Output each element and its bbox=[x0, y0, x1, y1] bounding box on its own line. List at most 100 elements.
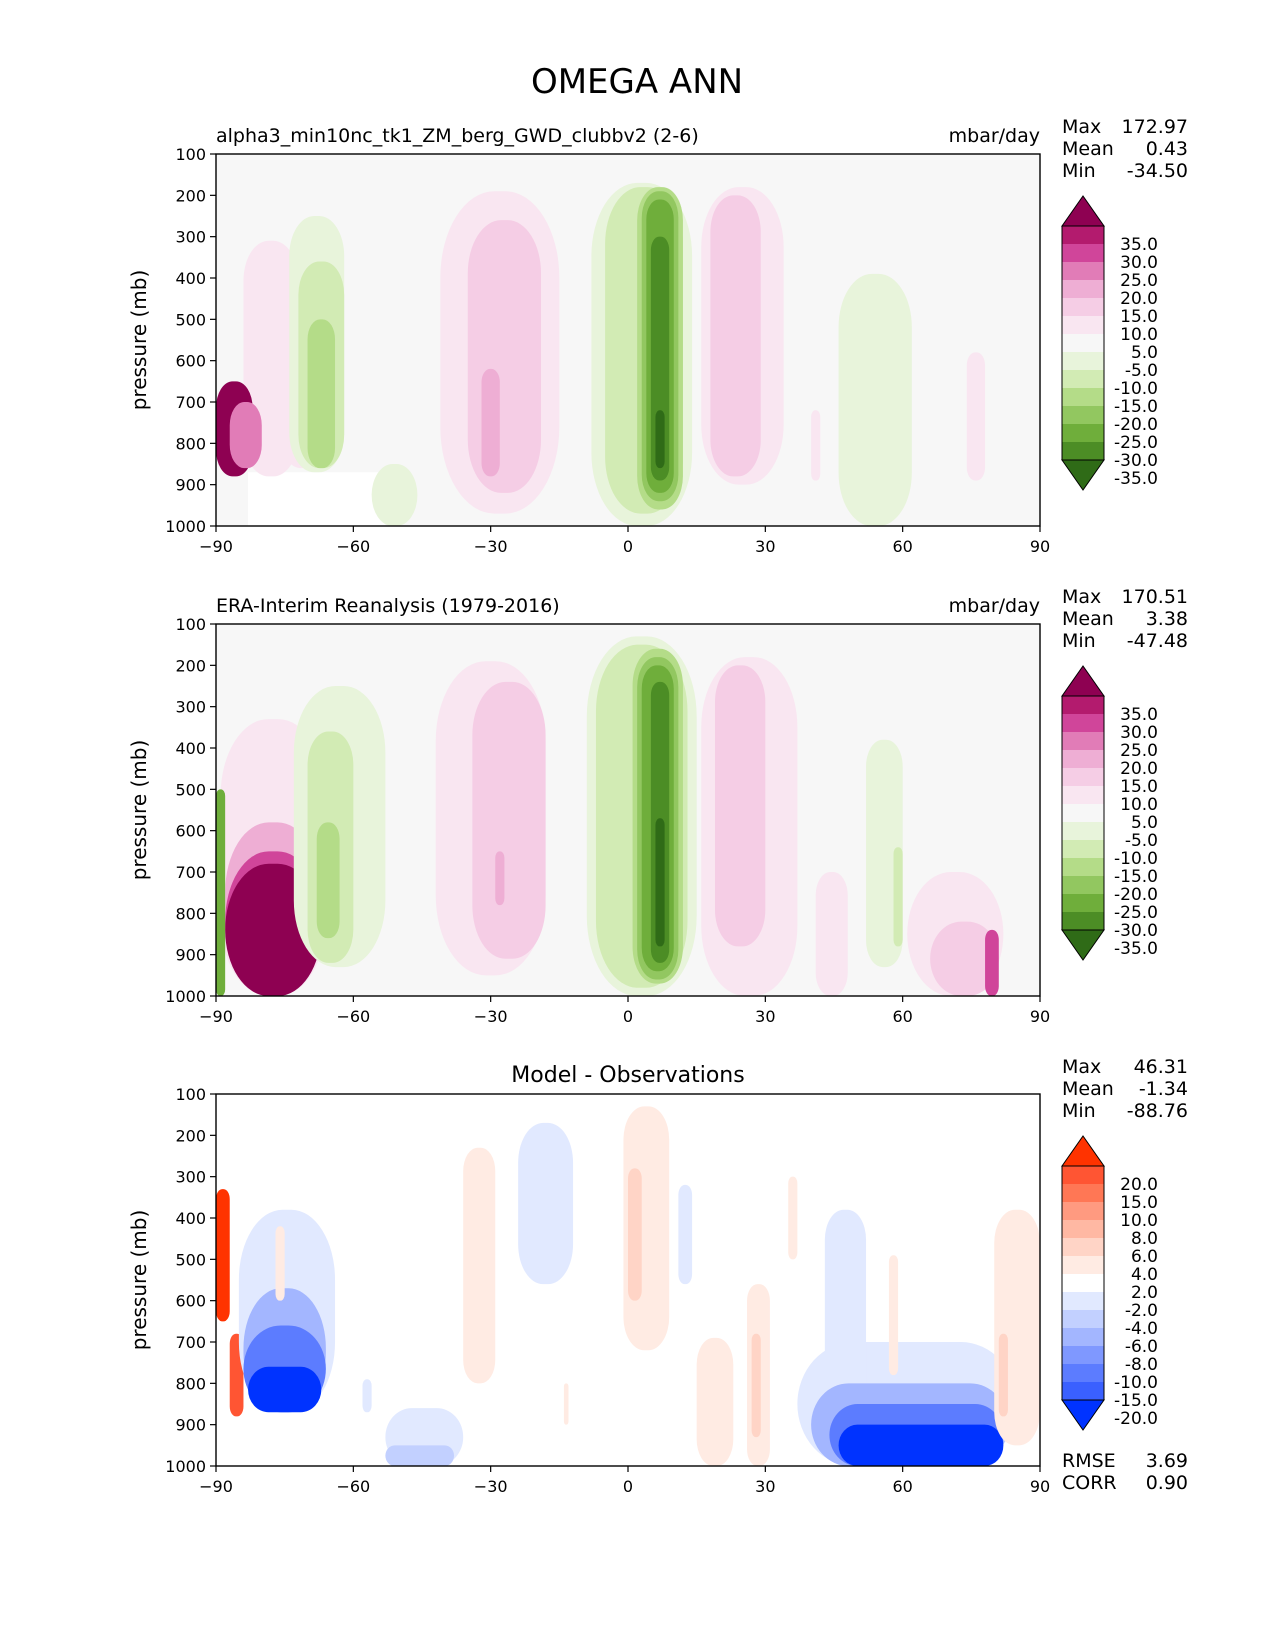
colorbar-tick-label: -20.0 bbox=[1114, 1409, 1158, 1429]
colorbar: 20.015.010.08.06.04.02.0-2.0-4.0-6.0-8.0… bbox=[1061, 1135, 1158, 1431]
contour-region-12 bbox=[563, 1383, 569, 1425]
colorbar-tick-label: 2.0 bbox=[1131, 1283, 1158, 1303]
x-tick-label: −90 bbox=[199, 537, 233, 556]
y-tick-label: 400 bbox=[175, 1209, 206, 1228]
colorbar-segment bbox=[1062, 732, 1104, 750]
colorbar-segment bbox=[1062, 1310, 1104, 1328]
y-tick-label: 900 bbox=[175, 476, 206, 495]
y-tick-label: 100 bbox=[175, 145, 206, 164]
stat-value: 0.90 bbox=[1146, 1472, 1188, 1494]
colorbar-segment bbox=[1062, 262, 1104, 280]
contour-region-19 bbox=[788, 1176, 798, 1260]
y-tick-label: 700 bbox=[175, 1333, 206, 1352]
colorbar-tick-label: -10.0 bbox=[1114, 1373, 1158, 1393]
colorbar-segment bbox=[1062, 406, 1104, 424]
colorbar-tick-label: 8.0 bbox=[1131, 1229, 1158, 1249]
colorbar-tick-label: 20.0 bbox=[1120, 759, 1158, 779]
x-tick-label: 30 bbox=[755, 1007, 775, 1026]
colorbar-tick-label: 5.0 bbox=[1131, 813, 1158, 833]
colorbar-segment bbox=[1062, 912, 1104, 930]
colorbar-segment bbox=[1062, 298, 1104, 316]
stat-value: 3.69 bbox=[1146, 1450, 1188, 1472]
stat-label: Min bbox=[1062, 1100, 1096, 1122]
x-tick-label: 30 bbox=[755, 537, 775, 556]
x-tick-label: −30 bbox=[474, 1477, 508, 1496]
colorbar-tick-label: -35.0 bbox=[1114, 939, 1158, 959]
colorbar-tick-label: 10.0 bbox=[1120, 325, 1158, 345]
stat-label: Max bbox=[1062, 586, 1101, 608]
colorbar-segment bbox=[1062, 1346, 1104, 1364]
stat-label: Min bbox=[1062, 630, 1096, 652]
colorbar: 35.030.025.020.015.010.05.0-5.0-10.0-15.… bbox=[1061, 665, 1158, 961]
colorbar-segment bbox=[1062, 894, 1104, 912]
colorbar-tick-label: -20.0 bbox=[1114, 885, 1158, 905]
y-tick-label: 500 bbox=[175, 310, 206, 329]
contour-region-5 bbox=[248, 1366, 322, 1413]
contour-region-21 bbox=[811, 410, 821, 481]
contour-region-10 bbox=[495, 851, 505, 906]
stat-value: -88.76 bbox=[1127, 1100, 1188, 1122]
contour-region-6 bbox=[275, 1226, 285, 1301]
stat-label: CORR bbox=[1062, 1472, 1117, 1494]
stat-value: 0.43 bbox=[1146, 138, 1188, 160]
colorbar-tick-label: -30.0 bbox=[1114, 921, 1158, 941]
y-tick-label: 900 bbox=[175, 946, 206, 965]
x-tick-label: −60 bbox=[336, 1477, 370, 1496]
contour-region-19 bbox=[714, 665, 766, 947]
colorbar-segment bbox=[1062, 1364, 1104, 1382]
colorbar-tick-label: 30.0 bbox=[1120, 723, 1158, 743]
y-tick-label: 1000 bbox=[165, 517, 206, 536]
stat-value: 46.31 bbox=[1134, 1056, 1188, 1078]
colorbar-tick-label: -15.0 bbox=[1114, 867, 1158, 887]
colorbar-extend-min bbox=[1061, 1399, 1105, 1431]
colorbar-segment bbox=[1062, 334, 1104, 352]
contour-region-7 bbox=[362, 1379, 372, 1413]
contour-region-15 bbox=[678, 1184, 693, 1285]
x-tick-label: 0 bbox=[623, 1007, 633, 1026]
y-tick-label: 700 bbox=[175, 863, 206, 882]
x-tick-label: 0 bbox=[623, 537, 633, 556]
colorbar-segment bbox=[1062, 1220, 1104, 1238]
panel-model: −90 −60 −30 0 30 60 90 100 200 300 400 500 600 700 800… bbox=[127, 116, 1188, 556]
colorbar-frame bbox=[1061, 1165, 1105, 1401]
y-tick-label: 600 bbox=[175, 822, 206, 841]
colorbar: 35.030.025.020.015.010.05.0-5.0-10.0-15.… bbox=[1061, 195, 1158, 491]
colorbar-tick-label: -25.0 bbox=[1114, 903, 1158, 923]
x-tick-label: −30 bbox=[474, 1007, 508, 1026]
stat-label: Mean bbox=[1062, 138, 1114, 160]
contour-region-11 bbox=[518, 1122, 574, 1285]
contour-region-7 bbox=[316, 822, 340, 939]
colorbar-segment bbox=[1062, 388, 1104, 406]
colorbar-segment bbox=[1062, 1292, 1104, 1310]
contour-region-14 bbox=[628, 1168, 642, 1301]
y-tick-label: 300 bbox=[175, 228, 206, 247]
colorbar-tick-label: 30.0 bbox=[1120, 253, 1158, 273]
stat-label: Mean bbox=[1062, 1078, 1114, 1100]
colorbar-segment bbox=[1062, 1184, 1104, 1202]
stat-label: Max bbox=[1062, 1056, 1101, 1078]
colorbar-segment bbox=[1062, 370, 1104, 388]
colorbar-segment bbox=[1062, 1202, 1104, 1220]
y-tick-label: 900 bbox=[175, 1416, 206, 1435]
colorbar-segment bbox=[1062, 804, 1104, 822]
colorbar-segment bbox=[1062, 1382, 1104, 1400]
contour-region-10 bbox=[467, 220, 542, 493]
x-tick-label: 90 bbox=[1030, 1477, 1050, 1496]
y-tick-label: 100 bbox=[175, 615, 206, 634]
contour-region-20 bbox=[710, 195, 761, 477]
colorbar-segment bbox=[1062, 822, 1104, 840]
y-axis-label: pressure (mb) bbox=[127, 270, 151, 411]
stat-value: -34.50 bbox=[1127, 160, 1188, 182]
y-tick-label: 200 bbox=[175, 1126, 206, 1145]
contour-region-22 bbox=[838, 273, 912, 526]
colorbar-segment bbox=[1062, 316, 1104, 334]
colorbar-segment bbox=[1062, 876, 1104, 894]
contour-region-22 bbox=[893, 847, 903, 947]
y-tick-label: 100 bbox=[175, 1085, 206, 1104]
y-tick-label: 1000 bbox=[165, 1457, 206, 1476]
colorbar-tick-label: 25.0 bbox=[1120, 271, 1158, 291]
stat-label: Min bbox=[1062, 160, 1096, 182]
colorbar-tick-label: 20.0 bbox=[1120, 289, 1158, 309]
y-tick-label: 300 bbox=[175, 1168, 206, 1187]
